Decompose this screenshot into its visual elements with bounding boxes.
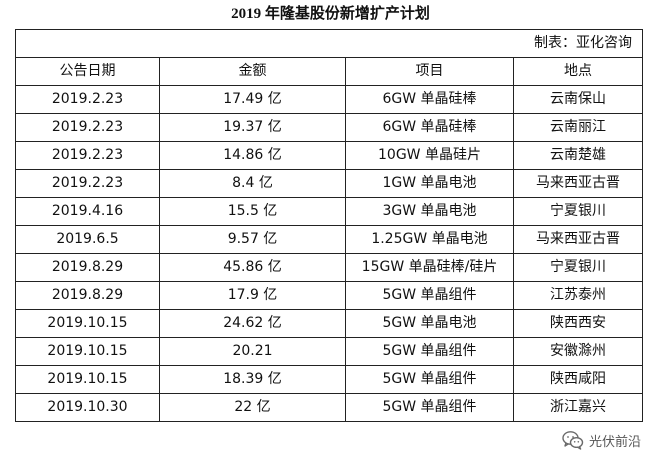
column-header-project: 项目	[345, 57, 514, 86]
source-note: 制表：亚化咨询	[15, 29, 643, 58]
cell-amount: 14.86 亿	[159, 141, 346, 170]
cell-location: 陕西西安	[513, 309, 643, 338]
cell-amount: 17.9 亿	[159, 281, 346, 310]
cell-project: 5GW 单晶组件	[345, 365, 514, 394]
cell-amount: 17.49 亿	[159, 85, 346, 114]
watermark: 光伏前沿	[557, 427, 647, 453]
cell-location: 安徽滁州	[513, 337, 643, 366]
cell-amount: 15.5 亿	[159, 197, 346, 226]
cell-amount: 20.21	[159, 337, 346, 366]
cell-date: 2019.10.15	[15, 365, 160, 394]
cell-date: 2019.2.23	[15, 141, 160, 170]
cell-location: 江苏泰州	[513, 281, 643, 310]
cell-project: 3GW 单晶电池	[345, 197, 514, 226]
cell-date: 2019.2.23	[15, 169, 160, 198]
cell-amount: 19.37 亿	[159, 113, 346, 142]
cell-amount: 8.4 亿	[159, 169, 346, 198]
cell-project: 10GW 单晶硅片	[345, 141, 514, 170]
cell-project: 1.25GW 单晶电池	[345, 225, 514, 254]
cell-location: 宁夏银川	[513, 197, 643, 226]
cell-date: 2019.6.5	[15, 225, 160, 254]
cell-project: 5GW 单晶组件	[345, 337, 514, 366]
cell-location: 马来西亚古晋	[513, 169, 643, 198]
watermark-text: 光伏前沿	[588, 434, 641, 450]
cell-amount: 9.57 亿	[159, 225, 346, 254]
table-row: 2019.2.23 8.4 亿 1GW 单晶电池 马来西亚古晋	[15, 169, 643, 198]
cell-project: 6GW 单晶硅棒	[345, 113, 514, 142]
cell-date: 2019.10.30	[15, 393, 160, 422]
cell-project: 15GW 单晶硅棒/硅片	[345, 253, 514, 282]
expansion-plan-table: 制表：亚化咨询 公告日期 金额 项目 地点 2019.2.23 17.49 亿 6G…	[15, 29, 643, 422]
table-row: 2019.2.23 17.49 亿 6GW 单晶硅棒 云南保山	[15, 85, 643, 114]
table-row: 2019.2.23 14.86 亿 10GW 单晶硅片 云南楚雄	[15, 141, 643, 170]
cell-date: 2019.10.15	[15, 337, 160, 366]
cell-location: 浙江嘉兴	[513, 393, 643, 422]
column-header-date: 公告日期	[15, 57, 160, 86]
table-row: 2019.10.30 22 亿 5GW 单晶组件 浙江嘉兴	[15, 393, 643, 422]
header-row: 公告日期 金额 项目 地点	[15, 57, 643, 86]
table-row: 2019.10.15 18.39 亿 5GW 单晶组件 陕西咸阳	[15, 365, 643, 394]
cell-amount: 18.39 亿	[159, 365, 346, 394]
table-row: 2019.8.29 45.86 亿 15GW 单晶硅棒/硅片 宁夏银川	[15, 253, 643, 282]
cell-project: 5GW 单晶电池	[345, 309, 514, 338]
table-row: 2019.6.5 9.57 亿 1.25GW 单晶电池 马来西亚古晋	[15, 225, 643, 254]
source-row: 制表：亚化咨询	[15, 29, 643, 58]
wechat-icon	[562, 431, 584, 450]
cell-date: 2019.2.23	[15, 85, 160, 114]
cell-date: 2019.10.15	[15, 309, 160, 338]
table-row: 2019.8.29 17.9 亿 5GW 单晶组件 江苏泰州	[15, 281, 643, 310]
cell-location: 马来西亚古晋	[513, 225, 643, 254]
cell-date: 2019.8.29	[15, 281, 160, 310]
cell-amount: 45.86 亿	[159, 253, 346, 282]
cell-date: 2019.8.29	[15, 253, 160, 282]
cell-project: 5GW 单晶组件	[345, 281, 514, 310]
cell-amount: 22 亿	[159, 393, 346, 422]
page-title: 2019 年隆基股份新增扩产计划	[231, 6, 430, 22]
table-row: 2019.10.15 20.21 5GW 单晶组件 安徽滁州	[15, 337, 643, 366]
cell-date: 2019.2.23	[15, 113, 160, 142]
cell-project: 5GW 单晶组件	[345, 393, 514, 422]
column-header-location: 地点	[513, 57, 643, 86]
column-header-amount: 金额	[159, 57, 346, 86]
cell-project: 6GW 单晶硅棒	[345, 85, 514, 114]
cell-project: 1GW 单晶电池	[345, 169, 514, 198]
cell-location: 云南保山	[513, 85, 643, 114]
cell-location: 宁夏银川	[513, 253, 643, 282]
cell-date: 2019.4.16	[15, 197, 160, 226]
table-row: 2019.4.16 15.5 亿 3GW 单晶电池 宁夏银川	[15, 197, 643, 226]
cell-amount: 24.62 亿	[159, 309, 346, 338]
table-row: 2019.2.23 19.37 亿 6GW 单晶硅棒 云南丽江	[15, 113, 643, 142]
table-row: 2019.10.15 24.62 亿 5GW 单晶电池 陕西西安	[15, 309, 643, 338]
cell-location: 云南楚雄	[513, 141, 643, 170]
cell-location: 云南丽江	[513, 113, 643, 142]
cell-location: 陕西咸阳	[513, 365, 643, 394]
